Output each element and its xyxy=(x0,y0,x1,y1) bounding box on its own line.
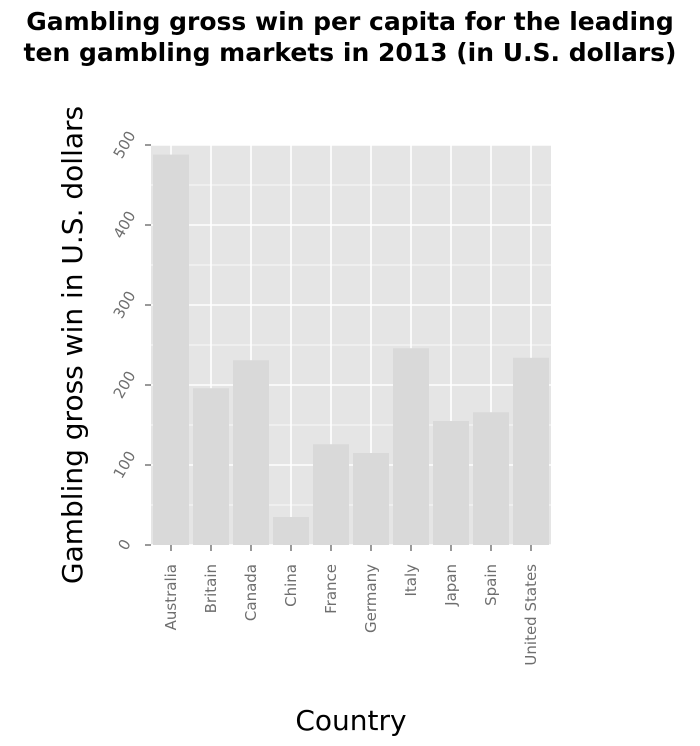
y-axis: 0 100 200 300 400 500 xyxy=(110,128,151,553)
chart-title-line-2: ten gambling markets in 2013 (in U.S. do… xyxy=(23,38,677,67)
y-tick-label: 0 xyxy=(114,536,134,553)
x-tick-label: Australia xyxy=(162,564,180,630)
bar-spain xyxy=(473,412,509,545)
y-tick-label: 300 xyxy=(110,288,140,322)
x-tick-label: France xyxy=(322,564,340,614)
x-tick-label: Spain xyxy=(482,564,500,606)
x-tick-label: United States xyxy=(522,564,540,666)
x-tick-label: Germany xyxy=(362,564,380,633)
bar-italy xyxy=(393,348,429,545)
x-axis: Australia Britain Canada China France Germany… xyxy=(162,545,540,666)
x-tick-label: Japan xyxy=(442,564,460,607)
y-axis-title: Gambling gross win in U.S. dollars xyxy=(56,106,89,584)
y-tick-label: 100 xyxy=(110,448,140,482)
y-tick-label: 200 xyxy=(110,368,140,402)
bar-france xyxy=(313,444,349,545)
bar-germany xyxy=(353,453,389,545)
bars xyxy=(153,154,549,545)
x-axis-title: Country xyxy=(295,704,406,737)
x-tick-label: Britain xyxy=(202,564,220,613)
x-tick-label: Italy xyxy=(402,564,420,597)
bar-australia xyxy=(153,154,189,545)
chart-title: Gambling gross win per capita for the le… xyxy=(0,6,700,68)
y-tick-label: 500 xyxy=(110,128,140,162)
chart-title-line-1: Gambling gross win per capita for the le… xyxy=(26,7,674,36)
bar-canada xyxy=(233,360,269,545)
bar-japan xyxy=(433,421,469,545)
y-tick-label: 400 xyxy=(110,208,140,242)
bar-britain xyxy=(193,388,229,545)
x-tick-label: Canada xyxy=(242,564,260,621)
bar-united-states xyxy=(513,357,549,545)
x-tick-label: China xyxy=(282,564,300,607)
bar-china xyxy=(273,517,309,545)
